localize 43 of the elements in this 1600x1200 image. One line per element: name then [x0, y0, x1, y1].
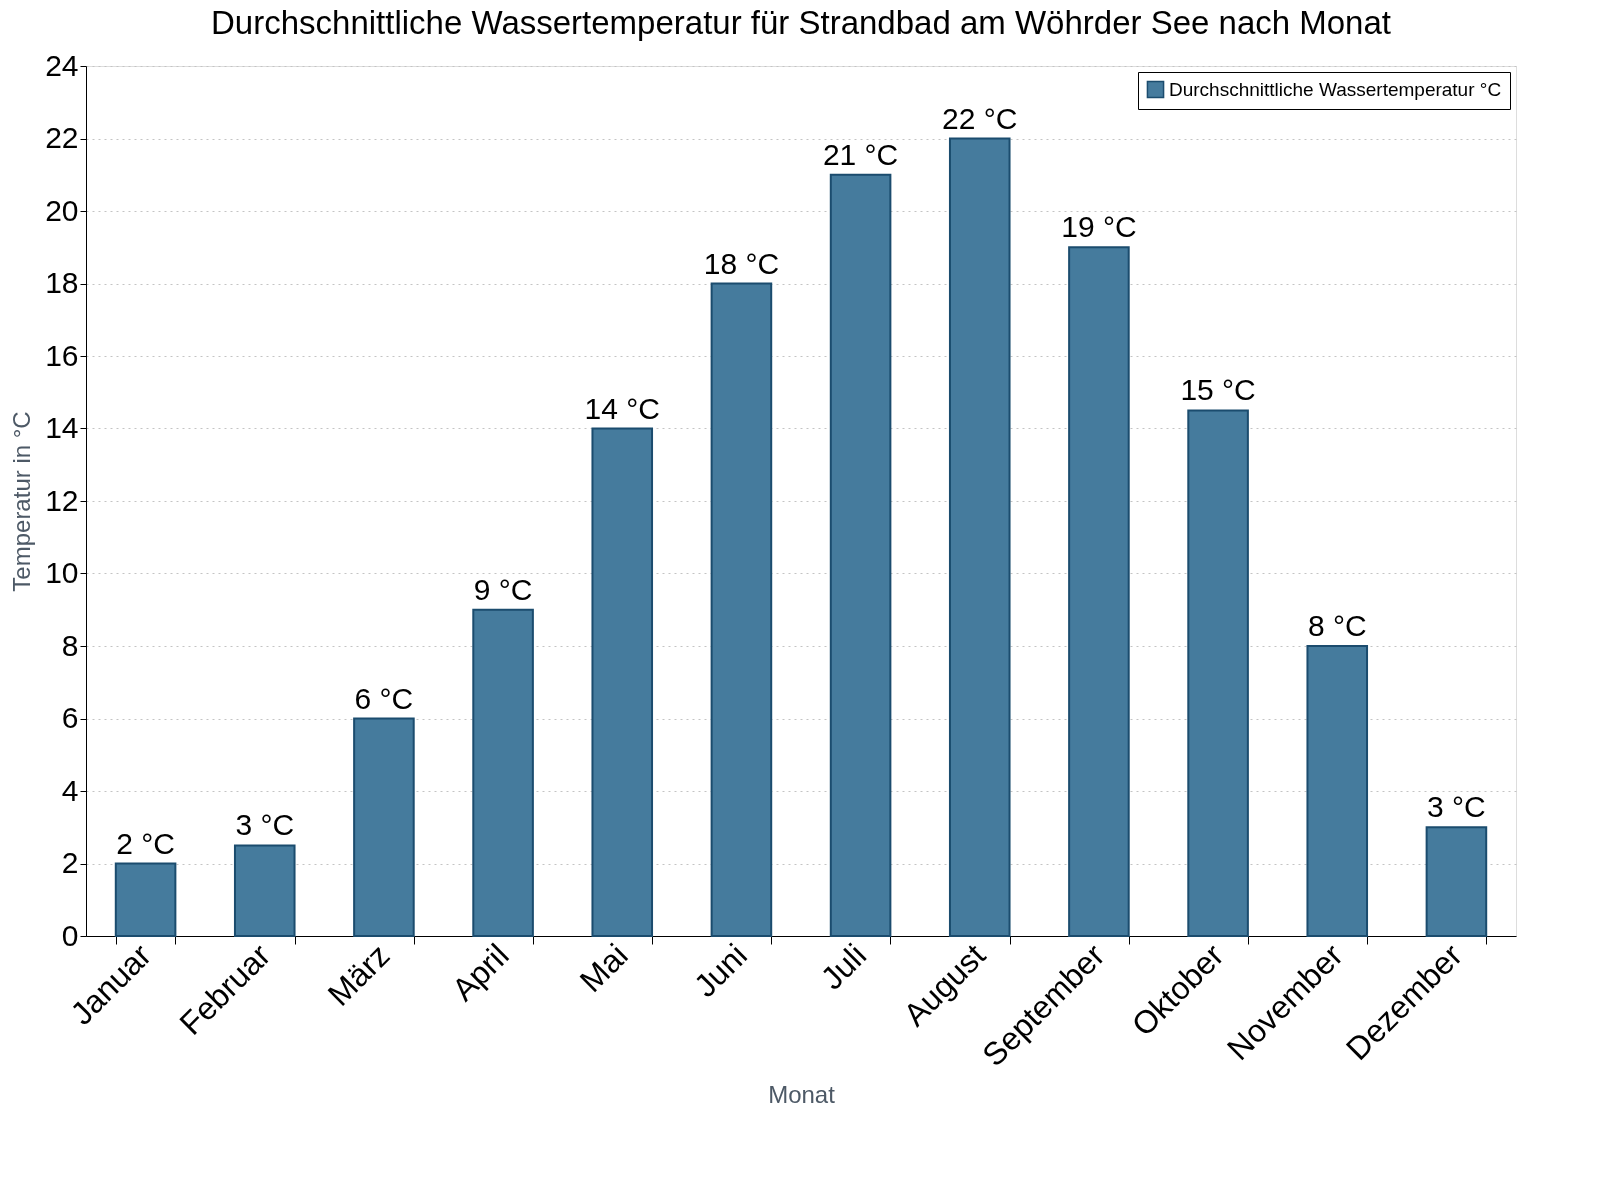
data-label: 6 °C [354, 681, 414, 715]
bar [591, 427, 654, 937]
y-tick-label: 22 [45, 121, 79, 154]
bar [710, 282, 773, 937]
bar [472, 608, 534, 937]
data-label: 21 °C [822, 137, 899, 171]
y-tick-label: 12 [45, 483, 79, 517]
y-axis-title: Temperatur in °C [8, 411, 36, 592]
y-tick-label: 18 [45, 266, 79, 299]
bar [353, 717, 415, 937]
data-label: 18 °C [703, 246, 780, 280]
x-tick-label: Mai [572, 937, 635, 999]
data-label: 22 °C [942, 101, 1018, 135]
data-label: 8 °C [1307, 609, 1367, 642]
bar [829, 173, 892, 937]
data-label: 3 °C [235, 808, 295, 842]
data-label: 14 °C [584, 391, 660, 425]
y-tick-label: 0 [61, 918, 79, 952]
y-tick-label: 6 [61, 701, 79, 734]
data-label: 2 °C [116, 826, 175, 860]
data-label: 3 °C [1427, 790, 1486, 824]
chart-title: Durchschnittliche Wassertemperatur für Strandbad am Wöhrder See nach Monat [211, 4, 1391, 41]
data-label: 19 °C [1061, 210, 1137, 244]
bar [1306, 645, 1369, 937]
data-label: 9 °C [473, 572, 533, 606]
bar [1425, 826, 1488, 937]
y-tick-label: 4 [61, 773, 79, 807]
bar [233, 844, 296, 937]
bar [1068, 246, 1130, 937]
x-axis-title: Monat [768, 1081, 836, 1109]
bar [114, 862, 177, 937]
bar [1187, 409, 1249, 937]
legend-label: Durchschnittliche Wassertemperatur °C [1169, 78, 1502, 100]
x-tick-label: Juli [813, 937, 874, 997]
y-tick-label: 10 [45, 556, 79, 589]
y-tick-label: 16 [45, 338, 79, 372]
y-tick-label: 14 [45, 411, 79, 444]
y-tick-label: 2 [61, 846, 79, 879]
y-tick-label: 20 [45, 193, 79, 227]
bar [948, 137, 1011, 937]
data-label: 15 °C [1180, 373, 1256, 407]
y-tick-label: 8 [61, 628, 79, 662]
y-tick-label: 24 [45, 48, 79, 82]
